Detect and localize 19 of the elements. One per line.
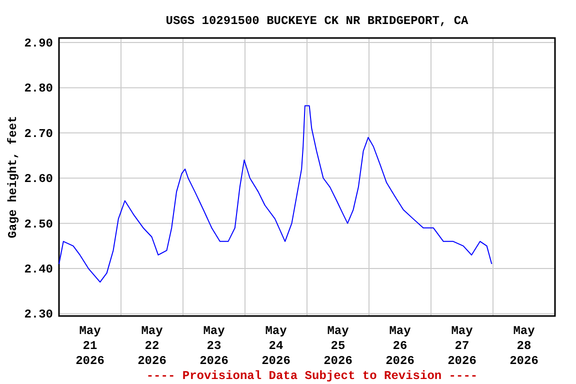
y-tick-label: 2.50 [24,217,53,232]
chart-title: USGS 10291500 BUCKEYE CK NR BRIDGEPORT, CA [166,14,470,28]
y-tick-label: 2.60 [24,172,53,186]
y-axis-title: Gage height, feet [6,116,20,238]
x-tick-label: May 21 2026 [76,324,104,368]
text: ---- Provisional Data Subject to Revision ---- [146,369,478,383]
x-tick-label: May 22 2026 [138,324,166,368]
y-tick-label: 2.40 [24,262,53,277]
x-tick-label: May 24 2026 [262,324,290,368]
x-tick-label: May 25 2026 [324,324,352,368]
y-tick-label: 2.90 [24,36,53,51]
x-tick-label: May 26 2026 [386,324,414,368]
x-tick-label: May 27 2026 [448,324,476,368]
y-tick-label: 2.30 [24,308,53,322]
y-tick-label: 2.80 [24,82,53,96]
line-series [58,105,492,283]
x-tick-label: May 23 2026 [200,324,228,368]
x-tick-label: May 28 2026 [510,324,538,368]
y-tick-label: 2.70 [24,126,53,141]
